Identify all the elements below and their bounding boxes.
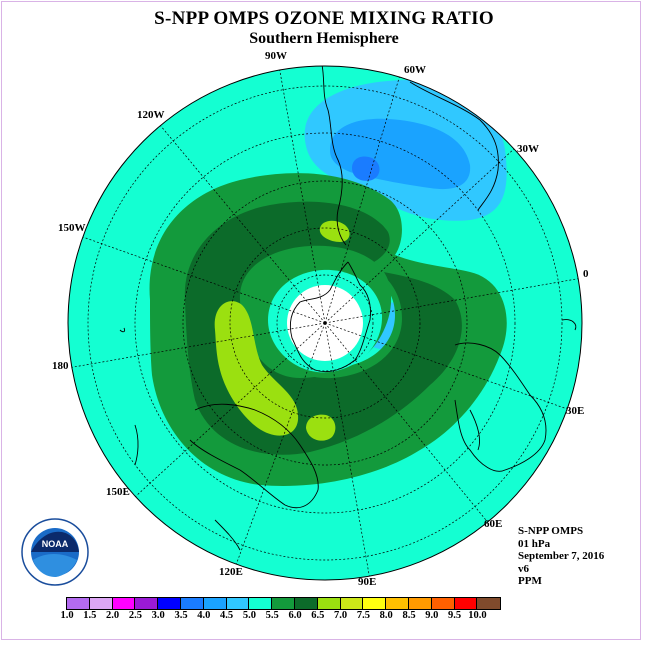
lon-label-60e: 60E <box>484 518 503 530</box>
colorbar-tick-label: 2.5 <box>128 610 142 621</box>
colorbar-tick-label: 6.0 <box>288 610 302 621</box>
longitude-grid <box>68 66 582 580</box>
lon-label-90e: 90E <box>358 576 377 588</box>
colorbar-tick-label: 7.0 <box>334 610 348 621</box>
lon-label-180: 180 <box>52 360 69 372</box>
colorbar-swatch <box>408 598 432 609</box>
colorbar-tick-label: 6.5 <box>311 610 325 621</box>
image-frame <box>1 1 641 640</box>
ozone-region-dark-blue <box>352 156 380 181</box>
colorbar-swatch <box>272 598 295 609</box>
colorbar-swatch <box>158 598 181 609</box>
colorbar-swatch <box>67 598 90 609</box>
colorbar-tick-label: 5.0 <box>242 610 256 621</box>
lon-label-30w: 30W <box>517 143 539 155</box>
colorbar-swatch <box>180 598 204 609</box>
colorbar-swatch <box>89 598 113 609</box>
colorbar-tick-label: 10.0 <box>468 610 487 621</box>
colorbar-tick-label: 2.0 <box>106 610 120 621</box>
colorbar-tick-label: 8.5 <box>402 610 416 621</box>
ozone-region-yellow-green-3 <box>319 220 350 242</box>
lon-label-150w: 150W <box>58 222 86 234</box>
colorbar-tick-label: 7.5 <box>356 610 370 621</box>
map-info-block: S-NPP OMPS 01 hPa September 7, 2016 v6 P… <box>518 525 604 588</box>
map-subtitle: Southern Hemisphere <box>249 30 399 47</box>
ozone-region-yellow-green-1 <box>214 301 299 436</box>
lon-label-120e: 120E <box>219 566 243 578</box>
colorbar-tick-label: 4.0 <box>197 610 211 621</box>
coastlines <box>119 66 577 551</box>
info-version: v6 <box>518 562 529 575</box>
lon-label-120w: 120W <box>137 109 165 121</box>
colorbar-tick-label: 1.5 <box>83 610 97 621</box>
colorbar-swatch <box>454 598 478 609</box>
colorbar-tick-label: 4.5 <box>220 610 234 621</box>
colorbar-swatch <box>386 598 409 609</box>
colorbar-swatch <box>249 598 273 609</box>
info-level: 01 hPa <box>518 537 551 550</box>
south-pole-marker <box>323 321 327 325</box>
info-date: September 7, 2016 <box>518 550 605 562</box>
lon-label-150e: 150E <box>106 486 130 498</box>
latitude-grid <box>87 85 563 561</box>
map-title: S-NPP OMPS OZONE MIXING RATIO <box>154 8 494 29</box>
colorbar-tick-label: 1.0 <box>60 610 74 621</box>
colorbar-tick-label: 5.5 <box>265 610 279 621</box>
colorbar-swatch <box>340 598 364 609</box>
colorbar-tick-label: 8.0 <box>379 610 393 621</box>
colorbar-swatch <box>294 598 318 609</box>
colorbar-swatch <box>431 598 455 609</box>
colorbar <box>66 597 502 610</box>
colorbar-swatch <box>317 598 341 609</box>
colorbar-ticks: 1.0 1.5 2.0 2.5 3.0 3.5 4.0 4.5 5.0 5.5 6.0 6.5 7.0 7… <box>0 610 648 624</box>
ozone-region-yellow-green-2 <box>306 414 336 441</box>
colorbar-swatch <box>477 598 501 609</box>
colorbar-swatch <box>135 598 159 609</box>
info-units: PPM <box>518 575 542 587</box>
globe-outline <box>67 65 583 581</box>
info-instrument: S-NPP OMPS <box>518 525 584 537</box>
colorbar-tick-label: 3.5 <box>174 610 188 621</box>
lon-label-0: 0 <box>583 268 589 280</box>
lon-label-30e: 30E <box>566 405 585 417</box>
lon-label-90w: 90W <box>265 50 287 62</box>
lon-label-60w: 60W <box>404 64 426 76</box>
colorbar-tick-label: 3.0 <box>151 610 165 621</box>
colorbar-swatch <box>226 598 250 609</box>
noaa-logo-text: NOAA <box>42 539 69 549</box>
colorbar-swatch <box>112 598 136 609</box>
colorbar-tick-label: 9.0 <box>425 610 439 621</box>
colorbar-swatch <box>203 598 227 609</box>
noaa-logo: NOAA <box>21 518 89 586</box>
colorbar-tick-label: 9.5 <box>448 610 462 621</box>
colorbar-swatch <box>363 598 387 609</box>
